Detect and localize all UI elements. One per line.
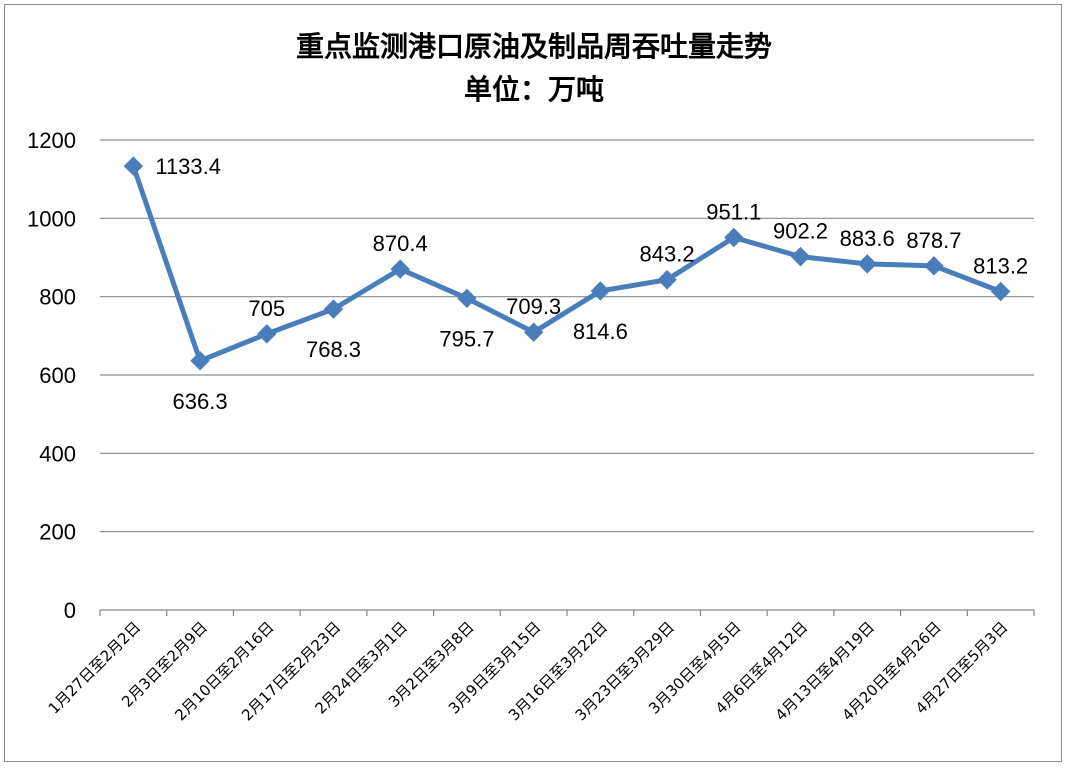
- series-markers: [123, 156, 1011, 371]
- y-tick-label: 600: [39, 363, 76, 388]
- data-point: [390, 259, 410, 279]
- data-label: 813.2: [973, 253, 1028, 278]
- data-point: [123, 156, 144, 176]
- data-label: 951.1: [706, 199, 761, 224]
- data-labels: 1133.4 636.3 705 768.3 870.4 795.7 709.3 814.6 8…: [155, 154, 1028, 414]
- data-label: 709.3: [506, 294, 561, 319]
- data-label: 902.2: [773, 219, 828, 244]
- data-point: [190, 351, 210, 371]
- data-point: [323, 299, 344, 319]
- data-label: 814.6: [573, 319, 628, 344]
- data-point: [590, 281, 611, 301]
- data-label: 843.2: [640, 242, 695, 267]
- data-point: [724, 227, 744, 248]
- chart-title: 重点监测港口原油及制品周吞吐量走势: [296, 30, 772, 63]
- series-path: [130, 163, 1004, 364]
- data-label: 883.6: [840, 226, 895, 251]
- gridlines: [100, 139, 1034, 611]
- y-axis: 0 200 400 600 800 1000 1200: [27, 128, 76, 623]
- y-tick-label: 0: [64, 598, 76, 623]
- y-tick-label: 400: [39, 441, 76, 466]
- y-tick-label: 800: [39, 285, 76, 310]
- data-label: 870.4: [373, 231, 428, 256]
- chart-subtitle: 单位：万吨: [464, 73, 604, 106]
- y-tick-label: 1200: [27, 128, 76, 153]
- data-point: [790, 246, 811, 267]
- data-point: [657, 270, 677, 290]
- data-point: [523, 322, 544, 342]
- data-point: [457, 288, 477, 309]
- data-point: [257, 324, 277, 344]
- series-line: [130, 163, 1004, 364]
- chart-frame: [4, 4, 1062, 762]
- data-label: 636.3: [173, 389, 228, 414]
- y-tick-label: 1000: [27, 206, 76, 231]
- data-label: 795.7: [439, 326, 494, 351]
- data-label: 768.3: [306, 337, 361, 362]
- data-point: [924, 256, 944, 276]
- data-label: 705: [248, 296, 285, 321]
- y-tick-label: 200: [39, 520, 76, 545]
- x-axis: 1月27日至2月2日2月3日至2月9日2月10日至2月16日2月17日至2月23…: [45, 610, 1035, 724]
- data-point: [990, 281, 1011, 302]
- data-label: 1133.4: [155, 154, 221, 179]
- data-label: 878.7: [906, 228, 961, 253]
- data-point: [857, 254, 877, 274]
